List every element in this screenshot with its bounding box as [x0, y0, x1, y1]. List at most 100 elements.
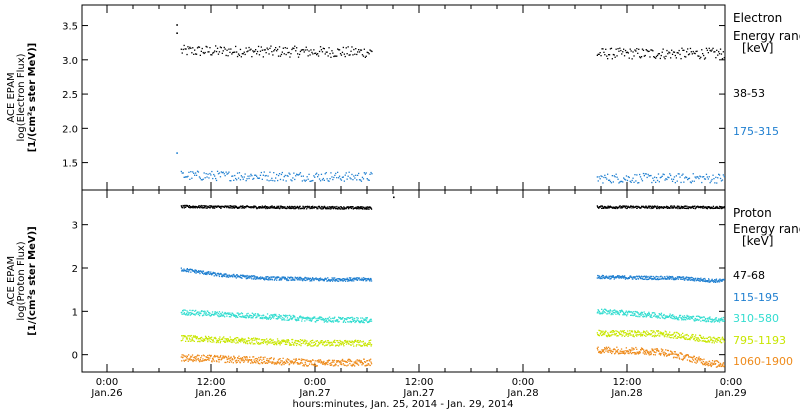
- data-point: [319, 342, 321, 345]
- data-point: [693, 52, 695, 54]
- data-point: [658, 53, 660, 55]
- data-point: [601, 205, 604, 208]
- data-point: [275, 313, 277, 316]
- data-point: [275, 207, 277, 209]
- data-point: [355, 48, 357, 50]
- data-point: [256, 175, 258, 177]
- data-point: [251, 360, 253, 363]
- data-point: [672, 314, 674, 316]
- data-point: [656, 207, 658, 210]
- data-point: [343, 208, 345, 210]
- data-point: [233, 273, 235, 276]
- data-point: [239, 207, 241, 209]
- data-point: [191, 309, 193, 312]
- data-point: [224, 175, 226, 177]
- data-point: [225, 54, 227, 57]
- data-point: [312, 339, 314, 341]
- data-point: [338, 49, 341, 51]
- data-point: [337, 340, 339, 342]
- data-point: [605, 276, 607, 279]
- data-point: [181, 52, 183, 54]
- data-point: [362, 279, 364, 282]
- data-point: [197, 340, 199, 343]
- data-point: [678, 206, 680, 208]
- x-tick-label-date: Jan.26: [90, 388, 122, 399]
- data-point: [188, 337, 191, 339]
- data-point: [656, 350, 658, 352]
- data-point: [314, 316, 316, 318]
- data-point: [324, 278, 326, 280]
- data-point: [217, 340, 219, 342]
- data-point: [246, 313, 248, 315]
- data-point: [670, 350, 672, 353]
- data-point: [330, 208, 332, 210]
- data-point: [721, 279, 723, 281]
- data-point: [679, 53, 681, 56]
- data-point: [662, 333, 664, 335]
- data-point: [327, 280, 329, 282]
- data-point: [205, 271, 207, 274]
- data-point: [243, 207, 245, 209]
- data-point: [332, 360, 334, 362]
- data-point: [331, 344, 333, 346]
- data-point: [689, 206, 692, 208]
- data-point: [683, 355, 685, 357]
- data-point: [243, 342, 245, 344]
- data-point: [645, 353, 647, 355]
- data-point: [605, 350, 607, 352]
- data-point: [637, 334, 640, 336]
- data-point: [181, 270, 183, 272]
- data-point: [194, 336, 196, 338]
- x-tick-label-date: Jan.27: [402, 388, 434, 399]
- data-point: [335, 364, 337, 366]
- data-point: [189, 309, 191, 311]
- data-point: [613, 309, 615, 312]
- data-point: [342, 207, 344, 209]
- data-point: [267, 175, 269, 177]
- data-point: [308, 206, 311, 208]
- data-point: [284, 361, 286, 364]
- data-point: [321, 317, 323, 319]
- data-point: [636, 311, 638, 313]
- data-point: [261, 317, 263, 319]
- data-point: [206, 337, 208, 340]
- data-point: [233, 179, 235, 181]
- data-point: [223, 357, 225, 359]
- data-point: [199, 177, 201, 179]
- data-point: [215, 337, 217, 340]
- data-point: [679, 207, 682, 210]
- data-point: [273, 279, 276, 281]
- data-point: [181, 360, 183, 362]
- data-point: [681, 319, 683, 321]
- data-point: [260, 343, 262, 345]
- data-point: [302, 280, 304, 282]
- data-point: [346, 361, 348, 363]
- data-point: [719, 364, 721, 366]
- data-point: [333, 55, 335, 58]
- data-point: [707, 178, 709, 180]
- data-point: [693, 355, 695, 358]
- data-point: [718, 339, 720, 341]
- data-point: [608, 179, 611, 181]
- data-point: [267, 342, 269, 344]
- data-point: [191, 359, 193, 361]
- data-point: [671, 178, 673, 180]
- data-point: [308, 317, 311, 319]
- data-point: [290, 362, 292, 364]
- data-point: [643, 55, 645, 57]
- data-point: [282, 362, 284, 364]
- data-point: [370, 171, 372, 174]
- data-point: [697, 315, 699, 317]
- data-point: [279, 208, 281, 210]
- data-point: [636, 348, 638, 350]
- data-point: [671, 352, 673, 354]
- data-point: [341, 207, 343, 209]
- data-point: [257, 361, 259, 363]
- data-point: [181, 354, 183, 356]
- data-point: [254, 361, 256, 363]
- data-point: [339, 339, 341, 342]
- data-point: [703, 54, 705, 57]
- data-point: [314, 52, 316, 55]
- data-point: [653, 331, 655, 333]
- data-point: [709, 339, 712, 341]
